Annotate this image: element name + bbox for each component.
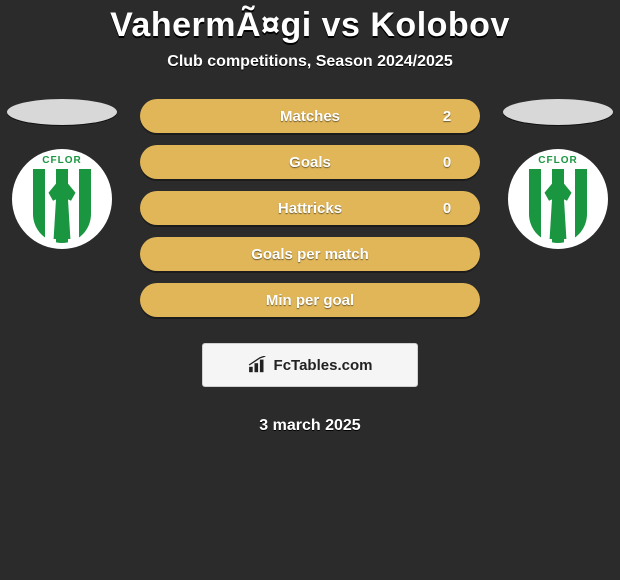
stat-row-hattricks: Hattricks 0 bbox=[140, 191, 480, 225]
stat-label: Goals per match bbox=[190, 246, 430, 263]
stat-right-value: 2 bbox=[430, 108, 464, 125]
player-left-column: CFLOR bbox=[2, 99, 122, 249]
stat-label: Hattricks bbox=[190, 200, 430, 217]
content-row: CFLOR Matches 2 Goals 0 bbox=[0, 99, 620, 435]
club-badge-right: CFLOR bbox=[508, 149, 608, 249]
stat-label: Matches bbox=[190, 108, 430, 125]
club-badge-left-text: CFLOR bbox=[42, 155, 81, 166]
stat-row-goals: Goals 0 bbox=[140, 145, 480, 179]
date-text: 3 march 2025 bbox=[140, 417, 480, 435]
page-title: VahermÃ¤gi vs Kolobov bbox=[0, 6, 620, 45]
source-logo-box: FcTables.com bbox=[202, 343, 418, 387]
stat-label: Goals bbox=[190, 154, 430, 171]
stat-row-min-per-goal: Min per goal bbox=[140, 283, 480, 317]
stat-right-value: 0 bbox=[430, 200, 464, 217]
stat-row-matches: Matches 2 bbox=[140, 99, 480, 133]
player-left-avatar-placeholder bbox=[7, 99, 117, 125]
bar-chart-icon bbox=[248, 356, 270, 374]
stat-label: Min per goal bbox=[190, 292, 430, 309]
stat-row-goals-per-match: Goals per match bbox=[140, 237, 480, 271]
source-logo-text: FcTables.com bbox=[274, 357, 373, 374]
stat-right-value: 0 bbox=[430, 154, 464, 171]
club-badge-right-text: CFLOR bbox=[538, 155, 577, 166]
player-right-avatar-placeholder bbox=[503, 99, 613, 125]
club-badge-left: CFLOR bbox=[12, 149, 112, 249]
player-right-column: CFLOR bbox=[498, 99, 618, 249]
page-subtitle: Club competitions, Season 2024/2025 bbox=[0, 53, 620, 71]
stats-column: Matches 2 Goals 0 Hattricks 0 Goals per … bbox=[140, 99, 480, 435]
infographic-container: VahermÃ¤gi vs Kolobov Club competitions,… bbox=[0, 0, 620, 435]
